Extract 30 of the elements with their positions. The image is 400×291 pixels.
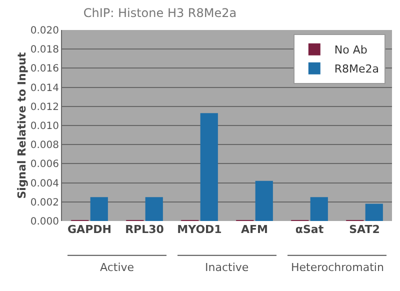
y-tick-label: 0.004 xyxy=(30,178,59,190)
y-tick-label: 0.002 xyxy=(30,197,59,208)
bar xyxy=(90,197,108,221)
x-tick-label: GAPDH xyxy=(68,223,112,236)
bar xyxy=(310,197,328,221)
y-tick-label: 0.008 xyxy=(30,140,59,152)
y-tick-label: 0.020 xyxy=(30,26,59,36)
bar xyxy=(145,197,163,221)
x-tick-label: RPL30 xyxy=(125,223,164,236)
y-tick-label: 0.016 xyxy=(30,64,59,75)
y-tick-label: 0.010 xyxy=(30,121,59,132)
x-tick-label: MYOD1 xyxy=(177,223,222,236)
y-tick-label: 0.018 xyxy=(30,44,59,56)
legend-label: No Ab xyxy=(334,44,368,57)
chart-title: ChIP: Histone H3 R8Me2a xyxy=(83,6,237,20)
legend-label: R8Me2a xyxy=(334,62,380,76)
bar xyxy=(255,180,273,221)
text: Heterochromatin xyxy=(291,261,384,274)
text: Active xyxy=(100,261,134,274)
y-tick-label: 0.000 xyxy=(30,216,59,228)
text: Inactive xyxy=(205,261,249,274)
y-axis-title: Signal Relative to Input xyxy=(15,52,28,199)
x-tick-label: AFM xyxy=(241,223,268,236)
y-tick-label: 0.012 xyxy=(30,102,59,113)
bar xyxy=(365,204,383,221)
y-tick-label: 0.006 xyxy=(30,159,59,170)
x-tick-label: SAT2 xyxy=(349,223,380,236)
y-tick-label: 0.014 xyxy=(30,82,59,94)
bar xyxy=(200,113,218,221)
x-tick-label: αSat xyxy=(295,223,324,236)
